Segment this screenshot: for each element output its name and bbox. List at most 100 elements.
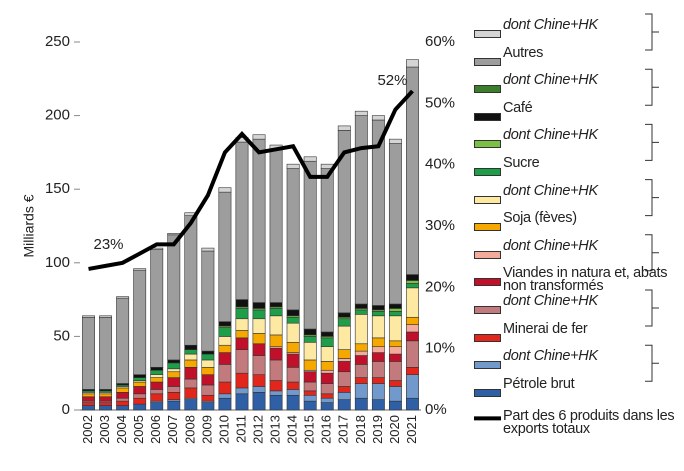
bar-segment [133, 381, 147, 387]
bar-segment [116, 405, 130, 411]
bar-segment [269, 394, 283, 411]
bar-segment [303, 341, 317, 361]
bar-segment [184, 344, 198, 350]
bar-segment [252, 302, 266, 309]
annotation: 52% [377, 72, 407, 89]
bar-segment [150, 377, 164, 383]
bar-segment [337, 318, 351, 327]
bar-segment [371, 352, 385, 362]
bar-segment [201, 374, 215, 386]
bar-segment [218, 381, 232, 395]
bar-segment [252, 333, 266, 345]
legend-label: Minerai de fer [503, 320, 588, 337]
bar-segment [218, 393, 232, 399]
legend-label: dont Chine+HK [503, 293, 598, 309]
x-tick-label: 2014 [285, 415, 300, 444]
legend-swatch [474, 195, 501, 204]
bar-segment [269, 359, 283, 381]
y-tick-label: 100 [45, 254, 70, 271]
legend-swatch [474, 278, 501, 287]
bar-segment [133, 377, 147, 381]
legend-bracket [645, 179, 659, 217]
bar-segment [406, 59, 419, 68]
legend-swatch [474, 112, 501, 121]
bar-segment [337, 399, 351, 411]
bar-segment [371, 377, 385, 384]
bar-segment [218, 327, 232, 337]
legend-swatch [474, 250, 501, 259]
bar-segment [406, 280, 419, 284]
legend-label: Viandes in natura et, abats non transfor… [503, 265, 668, 295]
bar-segment [286, 394, 300, 411]
bar-segment [184, 215, 198, 346]
bar-segment [167, 371, 181, 378]
bar-segment [167, 392, 181, 400]
legend-label: dont Chine+HK [503, 237, 598, 254]
bar-segment [388, 308, 402, 312]
legend-swatch [474, 361, 501, 370]
y2-tick-label: 50% [425, 94, 455, 111]
bar-segment [303, 336, 317, 343]
x-tick-label: 2018 [353, 415, 368, 444]
bar-segment [116, 397, 130, 402]
legend-label: Sucre [503, 155, 540, 171]
bar-segment [286, 163, 300, 169]
bar-segment [218, 352, 232, 365]
bar-segment [150, 374, 164, 378]
bar-segment [337, 349, 351, 359]
bar-segment [252, 392, 266, 411]
bar-segment [218, 397, 232, 411]
bar-segment [286, 381, 300, 390]
bar-segment [320, 331, 334, 337]
x-tick-label: 2011 [233, 415, 248, 443]
bar-segment [388, 386, 402, 402]
bar-segment [371, 337, 385, 348]
bar-segment [235, 141, 249, 300]
legend-label: dont Chine+HK [503, 72, 598, 89]
bar-segment [269, 334, 283, 348]
x-tick-label: 2012 [250, 415, 265, 444]
bar-segment [388, 143, 402, 305]
bar-segment [133, 386, 147, 395]
bar-segment [167, 386, 181, 393]
bar-segment [167, 362, 181, 370]
bar-segment [354, 364, 368, 378]
bar-segment [303, 381, 317, 392]
bar-segment [252, 318, 266, 334]
bar-segment [150, 402, 164, 411]
bar-segment [269, 149, 283, 303]
y2-tick-label: 0% [425, 401, 447, 418]
bar-segment [320, 168, 334, 333]
legend-bracket [645, 13, 659, 51]
bar-segment [235, 349, 249, 374]
bar-segment [371, 346, 385, 353]
legend-label: Pétrole brut [503, 375, 575, 392]
bar-segment [286, 367, 300, 383]
bar-segment [337, 325, 351, 350]
bar-segment [354, 397, 368, 411]
bar-segment [354, 314, 368, 345]
bar-segment [116, 297, 130, 384]
y-tick-label: 250 [45, 33, 70, 50]
bar-segment [133, 403, 147, 411]
bar-segment [116, 296, 130, 299]
legend-bracket [645, 234, 659, 272]
bar-segment [201, 250, 215, 352]
bar-segment [320, 372, 334, 384]
bar-segment [354, 309, 368, 315]
bar-segment [82, 315, 95, 318]
bar-segment [406, 367, 419, 375]
bar-segment [354, 383, 368, 399]
bar-segment [133, 393, 147, 399]
bar-segment [388, 138, 402, 144]
bar-segment [99, 315, 113, 318]
bar-segment [406, 397, 419, 411]
bar-segment [82, 402, 95, 406]
x-tick-label: 2003 [97, 415, 112, 444]
bar-segment [337, 312, 351, 318]
bar-segment [235, 393, 249, 411]
bar-segment [82, 396, 95, 402]
bar-segment [82, 405, 95, 411]
bar-segment [252, 374, 266, 387]
